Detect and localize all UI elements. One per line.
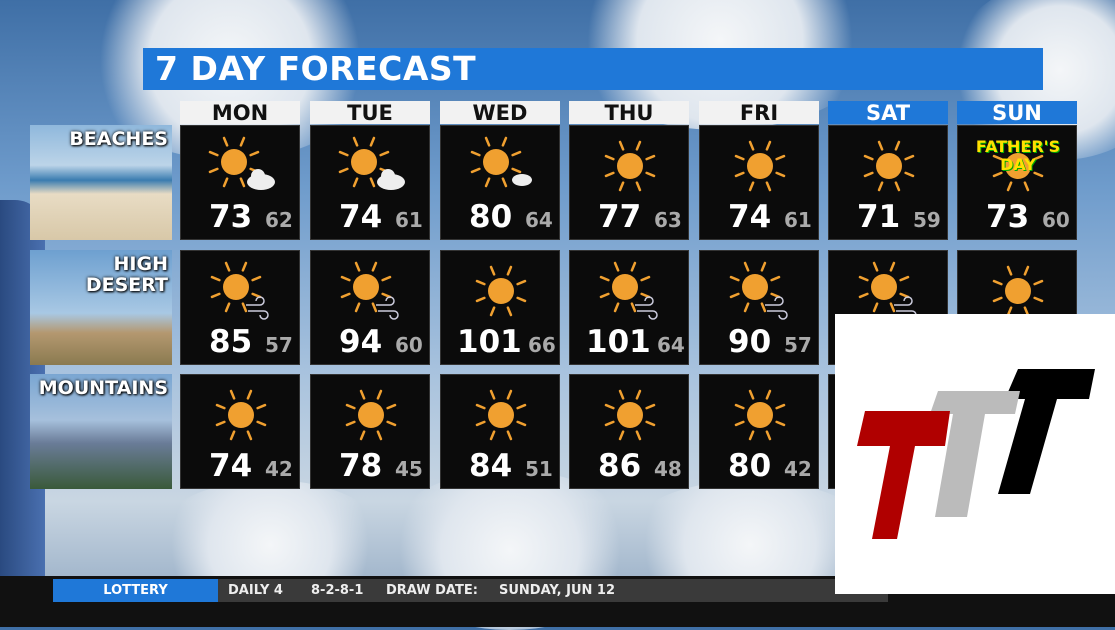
day-header-thu: THU <box>569 101 689 125</box>
low-temp: 51 <box>525 457 553 481</box>
forecast-cell: 71 59 <box>828 125 948 240</box>
low-temp: 63 <box>654 208 682 232</box>
high-temp: 73 <box>209 199 253 235</box>
day-header-sat: SAT <box>828 101 948 125</box>
ticker-bar <box>53 579 888 602</box>
low-temp: 61 <box>784 208 812 232</box>
forecast-cell: 80 42 <box>699 374 819 489</box>
high-temp: 71 <box>857 199 901 235</box>
high-temp: 84 <box>469 448 513 484</box>
high-temp: 101 <box>457 324 522 360</box>
fathers-day-badge: FATHER'S DAY <box>975 137 1061 174</box>
ticker-draw-date: SUNDAY, JUN 12 <box>499 583 616 598</box>
forecast-cell: 101 66 <box>440 250 560 365</box>
region-high-desert: HIGH DESERT <box>30 250 172 365</box>
low-temp: 61 <box>395 208 423 232</box>
forecast-cell: 74 42 <box>180 374 300 489</box>
low-temp: 60 <box>395 333 423 357</box>
low-temp: 42 <box>265 457 293 481</box>
high-temp: 94 <box>339 324 383 360</box>
forecast-cell: 86 48 <box>569 374 689 489</box>
high-temp: 77 <box>598 199 642 235</box>
forecast-cell: 101 64 <box>569 250 689 365</box>
forecast-cell: 80 64 <box>440 125 560 240</box>
high-temp: 74 <box>339 199 383 235</box>
day-header-wed: WED <box>440 101 560 125</box>
low-temp: 48 <box>654 457 682 481</box>
low-temp: 66 <box>528 333 556 357</box>
low-temp: 57 <box>784 333 812 357</box>
ttt-logo-overlay <box>835 314 1115 594</box>
low-temp: 62 <box>265 208 293 232</box>
day-header-sun: SUN <box>957 101 1077 125</box>
region-beaches: BEACHES <box>30 125 172 240</box>
low-temp: 45 <box>395 457 423 481</box>
low-temp: 57 <box>265 333 293 357</box>
high-temp: 73 <box>986 199 1030 235</box>
high-temp: 86 <box>598 448 642 484</box>
high-temp: 85 <box>209 324 253 360</box>
high-temp: 80 <box>728 448 772 484</box>
high-temp: 74 <box>728 199 772 235</box>
forecast-cell: 94 60 <box>310 250 430 365</box>
ticker-draw-label: DRAW DATE: <box>386 583 478 598</box>
high-temp: 78 <box>339 448 383 484</box>
forecast-cell: 74 61 <box>699 125 819 240</box>
region-mountains: MOUNTAINS <box>30 374 172 489</box>
low-temp: 59 <box>913 208 941 232</box>
forecast-cell: 73 62 <box>180 125 300 240</box>
region-label: HIGH DESERT <box>85 253 168 296</box>
forecast-cell: FATHER'S DAY 73 60 <box>957 125 1077 240</box>
high-temp: 90 <box>728 324 772 360</box>
high-temp: 74 <box>209 448 253 484</box>
forecast-cell: 84 51 <box>440 374 560 489</box>
region-label: MOUNTAINS <box>38 377 168 399</box>
page-title: 7 DAY FORECAST <box>143 48 1043 90</box>
forecast-cell: 74 61 <box>310 125 430 240</box>
ticker-numbers: 8-2-8-1 <box>311 583 364 598</box>
low-temp: 42 <box>784 457 812 481</box>
day-header-tue: TUE <box>310 101 430 125</box>
forecast-cell: 78 45 <box>310 374 430 489</box>
high-temp: 80 <box>469 199 513 235</box>
low-temp: 64 <box>657 333 685 357</box>
ticker-category: LOTTERY <box>53 579 218 602</box>
day-header-fri: FRI <box>699 101 819 125</box>
low-temp: 60 <box>1042 208 1070 232</box>
forecast-cell: 85 57 <box>180 250 300 365</box>
forecast-cell: 77 63 <box>569 125 689 240</box>
day-header-mon: MON <box>180 101 300 125</box>
high-temp: 101 <box>586 324 651 360</box>
ticker-game: DAILY 4 <box>228 583 283 598</box>
region-label: BEACHES <box>69 128 168 150</box>
forecast-cell: 90 57 <box>699 250 819 365</box>
low-temp: 64 <box>525 208 553 232</box>
